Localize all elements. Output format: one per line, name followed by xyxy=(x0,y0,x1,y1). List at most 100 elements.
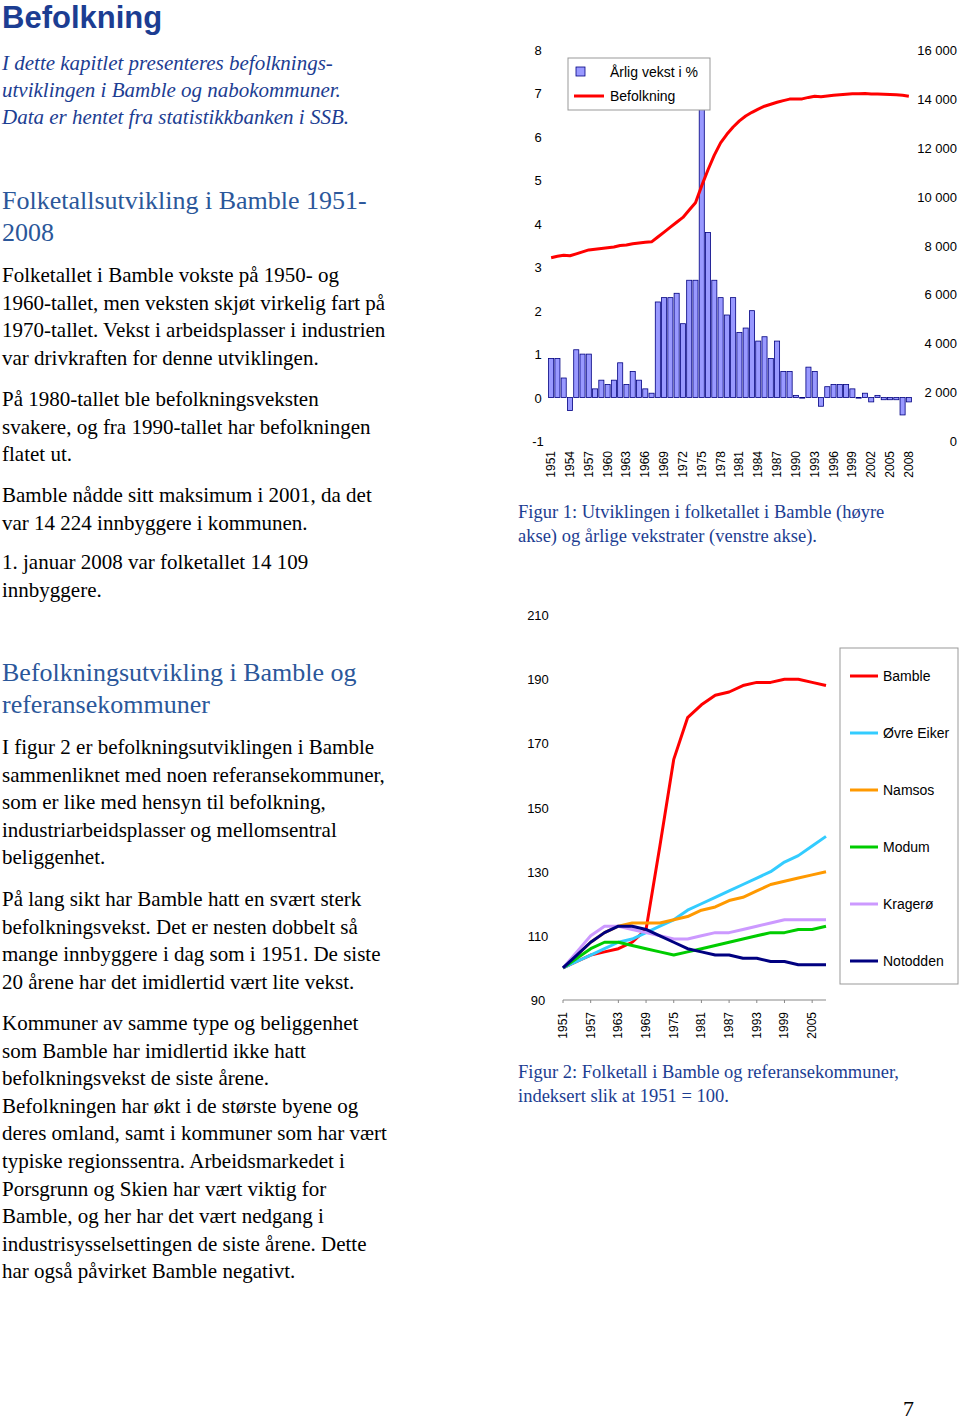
y-tick-label: 1 xyxy=(534,347,541,362)
bar xyxy=(768,358,773,397)
legend-box xyxy=(840,648,958,984)
bar xyxy=(818,398,823,407)
bar xyxy=(731,298,736,398)
x-tick-label: 1969 xyxy=(639,1012,653,1039)
x-tick-label: 2005 xyxy=(805,1012,819,1039)
bar xyxy=(687,280,692,397)
x-tick-label: 1981 xyxy=(732,451,746,478)
series-line xyxy=(563,679,826,968)
bar xyxy=(825,387,830,398)
figure-caption: Figur 2: Folketall i Bamble og referanse… xyxy=(518,1062,899,1082)
body-line: Befolkningen har økt i de største byene … xyxy=(2,1094,359,1118)
figure-caption: Figur 1: Utviklingen i folketallet i Bam… xyxy=(518,502,884,523)
figure-caption: indeksert slik at 1951 = 100. xyxy=(518,1086,729,1106)
bar xyxy=(800,397,805,399)
legend-label: Kragerø xyxy=(883,896,934,912)
bar xyxy=(662,298,667,398)
bar xyxy=(762,337,767,398)
bar xyxy=(793,395,798,397)
bar xyxy=(756,341,761,397)
body-line: mange innbyggere i dag som i 1951. De si… xyxy=(2,942,381,966)
x-tick xyxy=(646,1000,647,1003)
bar xyxy=(643,389,648,398)
bar xyxy=(837,385,842,398)
page: BefolkningI dette kapitlet presenteres b… xyxy=(0,0,960,1421)
body-line: I figur 2 er befolkningsutviklingen i Ba… xyxy=(2,735,374,759)
y-tick-label: 5 xyxy=(534,173,541,188)
y-tick-label: -1 xyxy=(532,434,544,449)
y-tick-label: 90 xyxy=(531,993,545,1008)
y2-tick-label: 2 000 xyxy=(924,385,957,400)
section-heading: referansekommuner xyxy=(2,690,210,719)
bar xyxy=(787,371,792,397)
series-line xyxy=(563,836,826,968)
legend-swatch xyxy=(850,675,878,678)
legend-swatch xyxy=(850,960,878,963)
bar xyxy=(862,393,867,397)
bar xyxy=(561,378,566,398)
bar xyxy=(599,380,604,397)
plot-area xyxy=(563,679,826,968)
body-line: innbyggere. xyxy=(2,578,102,602)
x-tick xyxy=(563,1000,564,1003)
y2-tick-label: 4 000 xyxy=(924,336,957,351)
body-line: befolkningsvekst. Det er nesten dobbelt … xyxy=(2,915,358,939)
x-tick xyxy=(701,1000,702,1003)
bar xyxy=(831,385,836,398)
legend-swatch xyxy=(850,903,878,906)
legend-label: Årlig vekst i % xyxy=(610,64,698,80)
x-tick-label: 1987 xyxy=(722,1012,736,1039)
x-tick-label: 1969 xyxy=(657,451,671,478)
body-line: beliggenhet. xyxy=(2,845,105,869)
x-tick-label: 1981 xyxy=(694,1012,708,1039)
body-line: Bamble, og her har det vært nedgang i xyxy=(2,1204,324,1228)
legend-swatch xyxy=(850,789,878,792)
x-tick-label: 1999 xyxy=(845,451,859,478)
plot-area xyxy=(549,89,912,415)
y-tick-label: 2 xyxy=(534,304,541,319)
body-line: På lang sikt har Bamble hatt en svært st… xyxy=(2,887,362,911)
bar xyxy=(605,385,610,398)
bar xyxy=(655,302,660,398)
legend-swatch xyxy=(576,67,585,76)
y-tick-label: 190 xyxy=(527,672,549,687)
x-tick-label: 1951 xyxy=(556,1012,570,1039)
bar xyxy=(649,393,654,397)
body-line: 1. januar 2008 var folketallet 14 109 xyxy=(2,550,308,574)
legend-swatch xyxy=(574,95,604,98)
bar xyxy=(894,398,899,400)
x-tick-label: 1984 xyxy=(751,451,765,478)
bar xyxy=(630,371,635,397)
bar xyxy=(705,232,710,397)
bar xyxy=(856,397,861,399)
x-tick-label: 1987 xyxy=(770,451,784,478)
series-line xyxy=(563,920,826,968)
bar xyxy=(812,371,817,397)
body-line: var drivkraften for denne utviklingen. xyxy=(2,346,319,370)
x-tick-label: 1957 xyxy=(584,1012,598,1039)
x-tick-label: 1963 xyxy=(619,451,633,478)
legend-label: Øvre Eiker xyxy=(883,725,949,741)
legend-label: Bamble xyxy=(883,668,931,684)
y-tick-label: 6 xyxy=(534,130,541,145)
body-line: som er like med hensyn til befolkning, xyxy=(2,790,326,814)
bar xyxy=(743,328,748,398)
section-heading: Befolkningsutvikling i Bamble og xyxy=(2,658,357,687)
x-tick-label: 1990 xyxy=(789,451,803,478)
y2-tick-label: 16 000 xyxy=(917,43,957,58)
bar xyxy=(844,385,849,398)
y2-tick-label: 14 000 xyxy=(917,92,957,107)
bar xyxy=(806,367,811,397)
body-line: sammenliknet med noen referansekommuner, xyxy=(2,763,385,787)
bar xyxy=(749,311,754,398)
bar xyxy=(567,398,572,411)
bar xyxy=(580,354,585,397)
intro-line: Data er hentet fra statistikkbanken i SS… xyxy=(1,105,349,129)
bar xyxy=(586,354,591,397)
body-line: har også påvirket Bamble negativt. xyxy=(2,1259,295,1283)
page-title: Befolkning xyxy=(2,0,162,35)
bar xyxy=(906,398,911,402)
x-tick xyxy=(618,1000,619,1003)
x-tick xyxy=(590,1000,591,1003)
body-line: svakere, og fra 1990-tallet har befolkni… xyxy=(2,415,371,439)
